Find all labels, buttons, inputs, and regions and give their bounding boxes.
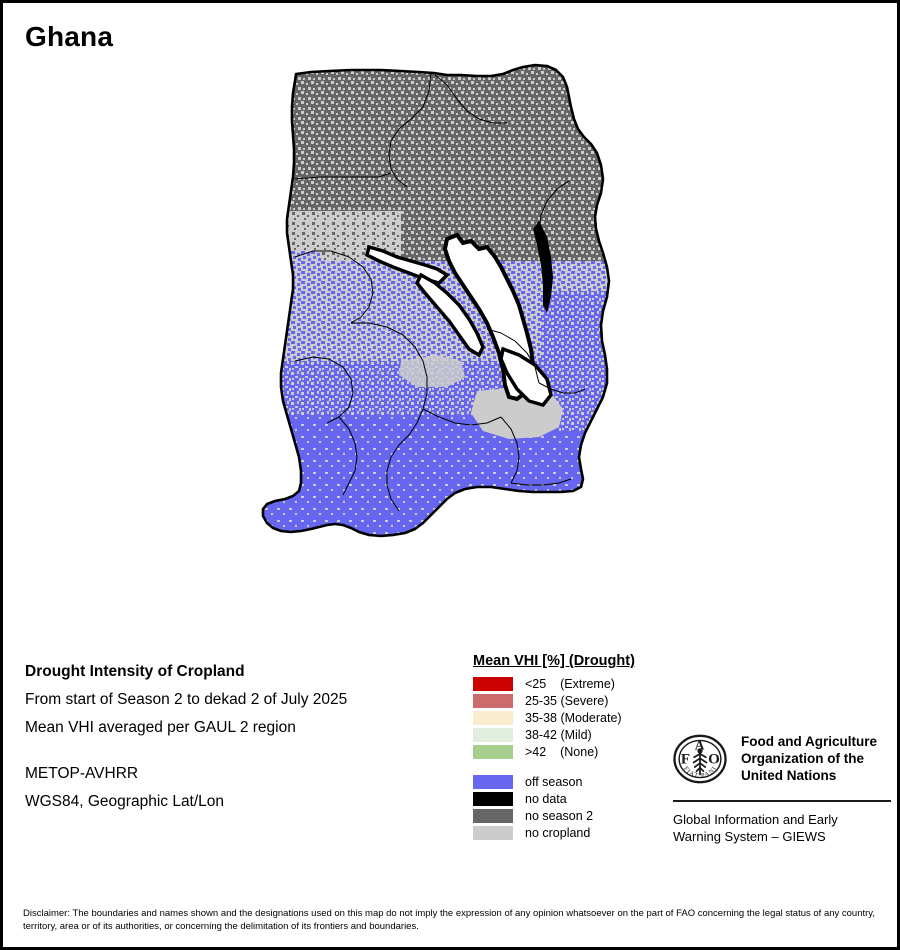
volta-south-arm xyxy=(414,272,485,358)
legend-swatch-no-data xyxy=(473,791,513,806)
legend-label-off-season: off season xyxy=(525,774,583,789)
fao-name-line3: United Nations xyxy=(741,768,837,783)
legend-item-no-season-2[interactable]: no season 2 xyxy=(473,807,673,824)
legend-swatch-mild xyxy=(473,727,513,742)
legend-label-none: >42 (None) xyxy=(525,744,599,759)
map-raster-layer xyxy=(263,65,609,536)
legend-label-no-data: no data xyxy=(525,791,567,806)
legend-item-moderate[interactable]: 35-38 (Moderate) xyxy=(473,709,673,726)
fao-logo-icon: F A O FIAT PANIS xyxy=(671,730,727,784)
fao-name-line2: Organization of the xyxy=(741,751,864,766)
legend-item-extreme[interactable]: <25 (Extreme) xyxy=(473,675,673,692)
map-info-block: Drought Intensity of Cropland From start… xyxy=(25,658,455,816)
giews-line2: Warning System – GIEWS xyxy=(673,829,826,844)
disclaimer-text: Disclaimer: The boundaries and names sho… xyxy=(23,908,875,932)
info-sensor: METOP-AVHRR xyxy=(25,765,139,782)
region-boundaries xyxy=(292,71,586,512)
country-boundary xyxy=(261,63,611,538)
legend-item-no-cropland[interactable]: no cropland xyxy=(473,824,673,841)
fao-branding: F A O FIAT PANIS Food and Agriculture Or… xyxy=(671,730,896,845)
legend-swatch-off-season xyxy=(473,774,513,789)
legend-swatch-extreme xyxy=(473,676,513,691)
legend-title: Mean VHI [%] (Drought) xyxy=(473,653,635,669)
giews-label: Global Information and Early Warning Sys… xyxy=(673,811,896,845)
legend-swatch-no-season-2 xyxy=(473,808,513,823)
ghana-map-svg xyxy=(261,63,611,538)
legend-spacer xyxy=(473,760,673,773)
legend-item-severe[interactable]: 25-35 (Severe) xyxy=(473,692,673,709)
legend-item-mild[interactable]: 38-42 (Mild) xyxy=(473,726,673,743)
fao-organization-name: Food and Agriculture Organization of the… xyxy=(741,730,877,784)
legend-swatch-moderate xyxy=(473,710,513,725)
legend-swatch-severe xyxy=(473,693,513,708)
legend-item-none[interactable]: >42 (None) xyxy=(473,743,673,760)
raster-off-season-south xyxy=(263,416,609,536)
info-spacer xyxy=(25,742,455,760)
page-title: Ghana xyxy=(25,21,114,52)
svg-text:F: F xyxy=(681,752,690,768)
map-canvas[interactable] xyxy=(251,61,621,621)
fao-divider xyxy=(673,800,891,802)
info-projection: WGS84, Geographic Lat/Lon xyxy=(25,793,225,810)
legend-label-no-season-2: no season 2 xyxy=(525,808,594,823)
info-period: From start of Season 2 to dekad 2 of Jul… xyxy=(25,691,348,708)
svg-text:O: O xyxy=(708,752,720,768)
volta-west-arm xyxy=(364,244,450,285)
legend-swatch-no-cropland xyxy=(473,825,513,840)
legend: Mean VHI [%] (Drought) <25 (Extreme) 25-… xyxy=(473,653,673,841)
legend-item-no-data[interactable]: no data xyxy=(473,790,673,807)
legend-label-mild: 38-42 (Mild) xyxy=(525,727,592,742)
raster-no-cropland-patch-central xyxy=(399,355,465,387)
legend-swatch-none xyxy=(473,744,513,759)
legend-item-off-season[interactable]: off season xyxy=(473,773,673,790)
fao-name-line1: Food and Agriculture xyxy=(741,734,877,749)
volta-lower-basin xyxy=(499,346,553,408)
info-aggregation: Mean VHI averaged per GAUL 2 region xyxy=(25,719,296,736)
svg-text:A: A xyxy=(695,738,705,753)
giews-line1: Global Information and Early xyxy=(673,812,838,827)
legend-label-severe: 25-35 (Severe) xyxy=(525,693,609,708)
legend-label-extreme: <25 (Extreme) xyxy=(525,676,615,691)
info-heading: Drought Intensity of Cropland xyxy=(25,663,245,680)
raster-no-data-east-fringe xyxy=(533,221,553,313)
legend-label-moderate: 35-38 (Moderate) xyxy=(525,710,622,725)
legend-label-no-cropland: no cropland xyxy=(525,825,591,840)
